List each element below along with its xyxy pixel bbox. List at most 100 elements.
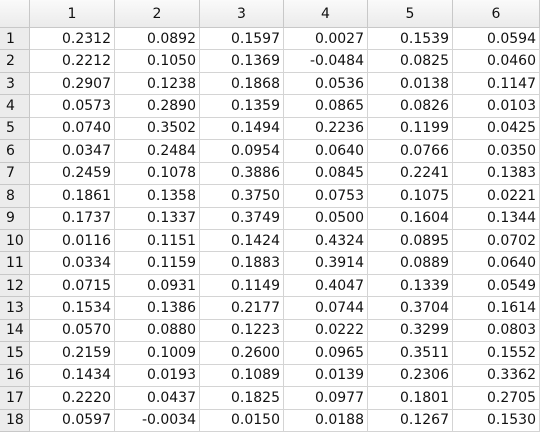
data-cell[interactable]: 0.0715 <box>30 274 115 298</box>
data-cell[interactable]: 0.0889 <box>368 252 453 275</box>
data-cell[interactable]: 0.1614 <box>453 297 540 320</box>
data-cell[interactable]: 0.1344 <box>453 207 540 230</box>
data-cell[interactable]: 0.3511 <box>368 342 453 365</box>
data-cell[interactable]: 0.0977 <box>284 387 368 410</box>
data-cell[interactable]: 0.0740 <box>30 117 115 141</box>
row-header[interactable]: 4 <box>0 95 30 118</box>
column-header[interactable]: 5 <box>368 0 453 28</box>
data-cell[interactable]: 0.1050 <box>115 50 200 73</box>
data-cell[interactable]: 0.0865 <box>284 95 368 118</box>
data-cell[interactable]: 0.0425 <box>453 117 540 141</box>
data-cell[interactable]: 0.0845 <box>284 162 368 186</box>
data-cell[interactable]: 0.0766 <box>368 140 453 163</box>
data-cell[interactable]: 0.1386 <box>115 297 200 320</box>
row-header[interactable]: 13 <box>0 297 30 320</box>
data-cell[interactable]: 0.1604 <box>368 207 453 230</box>
row-header[interactable]: 8 <box>0 185 30 208</box>
data-cell[interactable]: 0.3502 <box>115 117 200 141</box>
row-header[interactable]: 1 <box>0 28 30 51</box>
data-cell[interactable]: 0.2241 <box>368 162 453 186</box>
row-header[interactable]: 12 <box>0 274 30 298</box>
data-cell[interactable]: 0.0640 <box>284 140 368 163</box>
data-cell[interactable]: 0.0139 <box>284 364 368 388</box>
column-header[interactable]: 2 <box>115 0 200 28</box>
data-cell[interactable]: 0.3886 <box>200 162 284 186</box>
data-cell[interactable]: 0.1534 <box>30 297 115 320</box>
data-cell[interactable]: 0.0573 <box>30 95 115 118</box>
row-header[interactable]: 2 <box>0 50 30 73</box>
row-header[interactable]: 10 <box>0 230 30 253</box>
data-cell[interactable]: 0.1494 <box>200 117 284 141</box>
data-cell[interactable]: 0.1159 <box>115 252 200 275</box>
data-cell[interactable]: -0.0034 <box>115 409 200 432</box>
data-cell[interactable]: 0.2306 <box>368 364 453 388</box>
data-cell[interactable]: 0.0500 <box>284 207 368 230</box>
data-cell[interactable]: 0.1434 <box>30 364 115 388</box>
data-cell[interactable]: 0.0460 <box>453 50 540 73</box>
data-cell[interactable]: 0.1861 <box>30 185 115 208</box>
data-cell[interactable]: 0.1737 <box>30 207 115 230</box>
data-cell[interactable]: 0.1358 <box>115 185 200 208</box>
data-cell[interactable]: 0.3750 <box>200 185 284 208</box>
data-cell[interactable]: -0.0484 <box>284 50 368 73</box>
column-header[interactable]: 6 <box>453 0 540 28</box>
column-header[interactable]: 1 <box>30 0 115 28</box>
data-cell[interactable]: 0.0753 <box>284 185 368 208</box>
data-cell[interactable]: 0.0825 <box>368 50 453 73</box>
data-cell[interactable]: 0.2459 <box>30 162 115 186</box>
data-cell[interactable]: 0.0880 <box>115 319 200 343</box>
data-cell[interactable]: 0.1383 <box>453 162 540 186</box>
data-cell[interactable]: 0.1424 <box>200 230 284 253</box>
column-header[interactable]: 4 <box>284 0 368 28</box>
data-cell[interactable]: 0.2236 <box>284 117 368 141</box>
data-cell[interactable]: 0.0150 <box>200 409 284 432</box>
data-cell[interactable]: 0.0549 <box>453 274 540 298</box>
data-cell[interactable]: 0.1337 <box>115 207 200 230</box>
data-cell[interactable]: 0.0222 <box>284 319 368 343</box>
data-cell[interactable]: 0.1147 <box>453 72 540 96</box>
data-cell[interactable]: 0.0027 <box>284 28 368 51</box>
data-cell[interactable]: 0.0954 <box>200 140 284 163</box>
data-cell[interactable]: 0.0826 <box>368 95 453 118</box>
data-cell[interactable]: 0.0103 <box>453 95 540 118</box>
data-cell[interactable]: 0.2159 <box>30 342 115 365</box>
data-cell[interactable]: 0.1530 <box>453 409 540 432</box>
data-cell[interactable]: 0.1825 <box>200 387 284 410</box>
data-cell[interactable]: 0.3914 <box>284 252 368 275</box>
data-cell[interactable]: 0.0702 <box>453 230 540 253</box>
data-cell[interactable]: 0.0640 <box>453 252 540 275</box>
data-cell[interactable]: 0.0350 <box>453 140 540 163</box>
data-cell[interactable]: 0.2220 <box>30 387 115 410</box>
data-cell[interactable]: 0.0437 <box>115 387 200 410</box>
data-cell[interactable]: 0.1151 <box>115 230 200 253</box>
data-cell[interactable]: 0.1149 <box>200 274 284 298</box>
data-cell[interactable]: 0.1369 <box>200 50 284 73</box>
data-cell[interactable]: 0.0193 <box>115 364 200 388</box>
data-cell[interactable]: 0.3362 <box>453 364 540 388</box>
data-cell[interactable]: 0.2177 <box>200 297 284 320</box>
data-cell[interactable]: 0.3749 <box>200 207 284 230</box>
data-cell[interactable]: 0.0334 <box>30 252 115 275</box>
data-cell[interactable]: 0.2212 <box>30 50 115 73</box>
row-header[interactable]: 9 <box>0 207 30 230</box>
row-header[interactable]: 7 <box>0 162 30 186</box>
data-cell[interactable]: 0.3704 <box>368 297 453 320</box>
data-cell[interactable]: 0.1075 <box>368 185 453 208</box>
data-cell[interactable]: 0.0803 <box>453 319 540 343</box>
data-cell[interactable]: 0.0892 <box>115 28 200 51</box>
data-cell[interactable]: 0.0594 <box>453 28 540 51</box>
data-cell[interactable]: 0.4047 <box>284 274 368 298</box>
row-header[interactable]: 18 <box>0 409 30 432</box>
data-cell[interactable]: 0.3299 <box>368 319 453 343</box>
data-cell[interactable]: 0.2907 <box>30 72 115 96</box>
data-cell[interactable]: 0.0965 <box>284 342 368 365</box>
row-header[interactable]: 16 <box>0 364 30 388</box>
row-header[interactable]: 17 <box>0 387 30 410</box>
row-header[interactable]: 5 <box>0 117 30 141</box>
data-cell[interactable]: 0.0188 <box>284 409 368 432</box>
data-cell[interactable]: 0.0536 <box>284 72 368 96</box>
data-cell[interactable]: 0.1223 <box>200 319 284 343</box>
data-cell[interactable]: 0.2890 <box>115 95 200 118</box>
data-cell[interactable]: 0.1359 <box>200 95 284 118</box>
row-header[interactable]: 15 <box>0 342 30 365</box>
